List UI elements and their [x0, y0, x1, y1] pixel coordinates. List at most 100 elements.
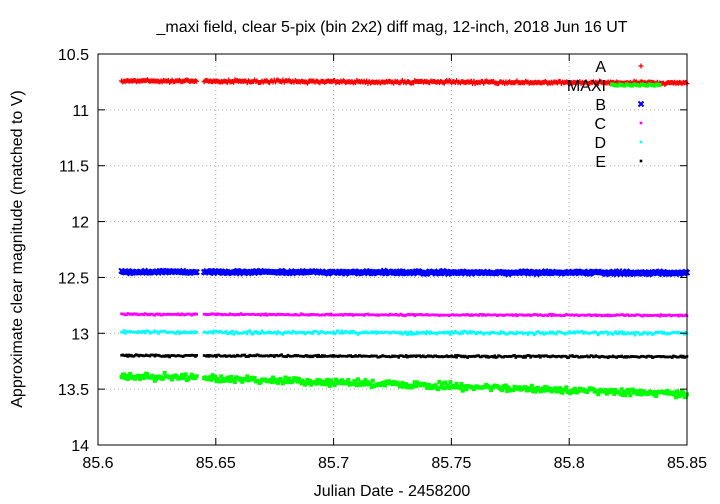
data-point [231, 329, 234, 333]
data-point [302, 330, 306, 334]
data-point [620, 330, 624, 333]
data-point [304, 380, 309, 385]
data-point [594, 330, 598, 334]
data-point [670, 356, 674, 359]
data-point [369, 385, 374, 390]
data-point [454, 329, 457, 333]
data-point [627, 390, 632, 395]
legend-sample [639, 121, 643, 125]
data-point [641, 389, 646, 394]
data-point [464, 387, 469, 392]
legend-label: MAXI [567, 78, 606, 95]
data-point [502, 385, 507, 390]
data-point [503, 383, 508, 388]
data-point [264, 312, 267, 316]
data-point [354, 383, 359, 388]
data-point [415, 330, 419, 334]
data-point [352, 379, 357, 384]
data-point [386, 379, 391, 384]
data-point [208, 375, 213, 380]
data-point [554, 389, 559, 394]
data-point [168, 375, 173, 380]
data-point [446, 383, 451, 388]
series-e [120, 353, 689, 360]
data-point [232, 332, 235, 336]
data-point [568, 330, 572, 334]
data-point [681, 390, 686, 395]
data-point [567, 356, 571, 359]
y-tick-label: 10.5 [58, 47, 89, 64]
data-point [319, 379, 324, 384]
data-point [435, 332, 439, 336]
data-point [563, 333, 567, 336]
data-point [245, 374, 250, 379]
data-point [324, 382, 329, 387]
data-point [506, 385, 511, 390]
data-point [125, 376, 130, 381]
data-point [414, 332, 418, 336]
data-point [357, 382, 362, 387]
legend-sample [657, 83, 662, 87]
data-point [603, 388, 608, 393]
plot-frame [97, 53, 688, 446]
data-point [399, 331, 403, 334]
data-point [548, 330, 552, 334]
data-point [385, 381, 390, 386]
data-point [571, 389, 576, 394]
data-point [459, 332, 462, 336]
data-point [528, 387, 533, 392]
data-point [303, 382, 308, 387]
data-point [463, 384, 468, 389]
data-point [379, 382, 384, 387]
legend-sample [650, 83, 654, 87]
data-point [375, 332, 378, 335]
data-point [243, 377, 248, 382]
legend-sample [645, 83, 649, 88]
data-point [465, 330, 468, 334]
data-point [470, 331, 473, 335]
data-point [649, 331, 653, 335]
data-point [227, 378, 232, 383]
data-point [136, 373, 141, 378]
data-point [126, 355, 130, 358]
data-point [659, 330, 663, 334]
data-point [248, 329, 251, 333]
x-tick-label: 85.85 [667, 455, 707, 472]
series-d [120, 329, 689, 337]
data-point [563, 387, 568, 392]
data-point [564, 385, 569, 390]
data-point [628, 393, 633, 398]
data-point [245, 332, 249, 336]
data-point [290, 331, 293, 335]
data-point [646, 332, 649, 336]
data-point [630, 387, 635, 392]
data-point [328, 378, 333, 383]
x-tick-label: 85.75 [431, 455, 471, 472]
data-point [453, 385, 458, 390]
y-tick-label: 11.5 [59, 159, 89, 176]
data-point [306, 381, 311, 386]
data-point [122, 372, 127, 377]
data-point [531, 331, 535, 335]
data-point [543, 384, 548, 389]
series-b [118, 267, 691, 278]
data-point [597, 333, 600, 337]
data-point [641, 332, 644, 336]
data-point [404, 331, 408, 334]
data-point [176, 330, 180, 333]
data-point [452, 355, 456, 359]
data-point [295, 379, 300, 384]
data-point [406, 333, 409, 336]
data-point [447, 331, 451, 334]
data-point [368, 382, 373, 387]
data-point [272, 377, 277, 382]
data-point [399, 383, 404, 388]
data-point [683, 394, 688, 399]
data-point [218, 379, 223, 384]
data-point [356, 377, 361, 382]
data-point [591, 387, 596, 392]
data-point [652, 390, 657, 395]
data-point [294, 376, 299, 381]
data-point [558, 386, 563, 391]
data-point [475, 332, 478, 336]
